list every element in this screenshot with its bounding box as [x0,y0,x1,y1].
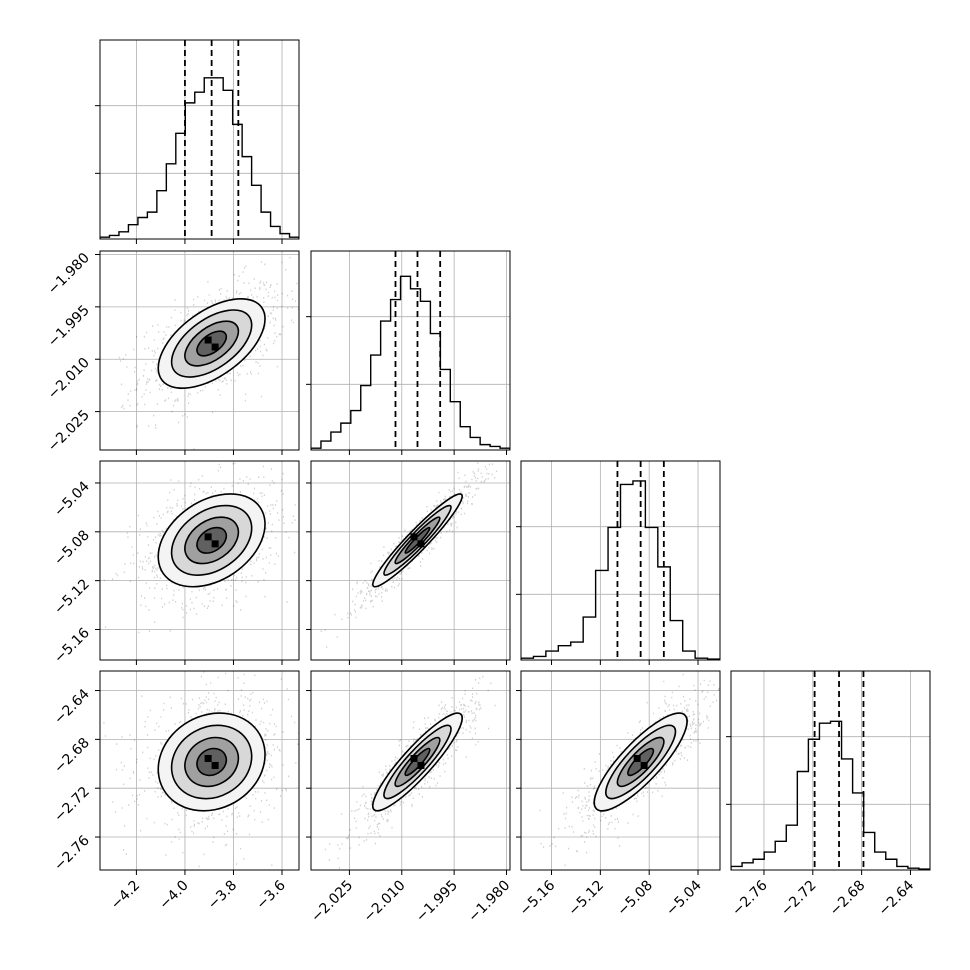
histogram-1 [311,275,510,450]
density-peak-block [211,761,219,769]
contour-2 [184,320,240,367]
panel-3-0: −2.76 −2.72 −2.68 −2.64 −4.2 −4.0 −3.8 −3.6 [51,670,300,913]
x-tick-label: −2.76 [729,877,771,919]
panel-frame [99,250,300,451]
density-peak-block [410,754,418,762]
density-peak-block [204,336,212,344]
panel-2-0: −5.16 −5.12 −5.08 −5.04 [51,460,300,667]
density-group [324,675,496,869]
panel-2-1 [306,460,511,665]
y-tick-label: −5.12 [51,576,93,618]
contour-1 [170,724,253,800]
y-tick-label: −5.04 [51,478,93,520]
contour-1 [170,309,253,378]
x-tick-label: −1.995 [413,878,461,926]
panel-frame [99,460,300,661]
contour-3 [196,747,228,777]
panel-3-2: −5.16 −5.12 −5.08 −5.04 [516,670,721,920]
density-group [539,673,720,867]
x-tick-label: −2.010 [361,878,409,926]
x-tick-label: −2.025 [308,878,356,926]
contour-0 [157,298,266,390]
panel-3-1: −2.025 −2.010 −1.995 −1.980 [306,670,513,926]
y-tick-label: −1.980 [45,250,93,298]
panel-1-0: −2.025−2.010 −1.995−1.980 [45,250,300,455]
histogram-3 [731,720,930,870]
panel-1-1 [306,250,511,455]
y-tick-label: −2.72 [51,784,93,826]
panel-2-2 [516,460,721,665]
x-tick-label: −2.68 [827,878,869,920]
y-tick-label: −2.025 [45,407,93,455]
contour-2 [394,516,441,565]
x-tick-label: −5.04 [663,877,705,919]
x-tick-label: −2.64 [876,877,918,919]
histogram-0 [100,77,299,239]
density-group [100,462,296,634]
x-tick-label: −5.12 [566,878,608,920]
contour-3 [196,526,228,554]
x-tick-label: −2.72 [778,878,820,920]
contour-3 [404,747,431,777]
histogram-2 [521,480,720,660]
density-group [118,256,299,450]
y-tick-label: −2.68 [51,735,93,777]
contour-2 [184,516,240,565]
panel-frame [520,670,721,871]
density-peak-block [211,540,219,548]
panel-frame [310,250,511,451]
contour-2 [184,736,240,788]
x-tick-label: −1.980 [465,878,513,926]
panel-3-3: −2.76 −2.72 −2.68 −2.64 [726,670,931,920]
panel-0-0 [95,39,300,244]
density-peak-block [417,761,425,769]
x-tick-label: −3.8 [205,878,240,913]
contour-1 [605,724,677,800]
y-tick-label: −1.995 [45,302,93,350]
x-tick-label: −4.2 [108,878,143,913]
density-peak-block [211,343,219,351]
density-group [103,671,299,868]
density-peak-block [204,754,212,762]
contour-1 [383,724,452,800]
contour-0 [371,712,463,812]
y-tick-label: −2.010 [45,355,93,403]
contour-0 [157,712,266,812]
panel-frame [99,670,300,871]
density-peak-block [204,533,212,541]
y-tick-label: −5.16 [51,625,93,667]
x-tick-label: −4.0 [156,878,191,913]
contour-0 [371,493,463,588]
y-tick-label: −2.64 [51,686,93,728]
contour-3 [404,526,431,554]
density-group [320,462,498,648]
panel-frame [310,460,511,661]
x-tick-label: −5.16 [517,877,559,919]
y-tick-label: −5.08 [51,527,93,569]
contour-2 [616,736,665,788]
contour-2 [394,736,441,788]
contour-3 [627,747,655,777]
contour-3 [196,330,228,357]
panel-frame [520,460,721,661]
contour-0 [593,712,688,812]
contour-1 [170,504,253,576]
y-tick-label: −2.76 [51,832,93,874]
panel-frame [730,670,931,871]
x-tick-label: −3.6 [253,877,288,912]
panel-frame [99,39,300,240]
x-tick-label: −5.08 [614,878,656,920]
panel-frame [310,670,511,871]
contour-0 [157,493,266,588]
contour-1 [383,504,452,576]
